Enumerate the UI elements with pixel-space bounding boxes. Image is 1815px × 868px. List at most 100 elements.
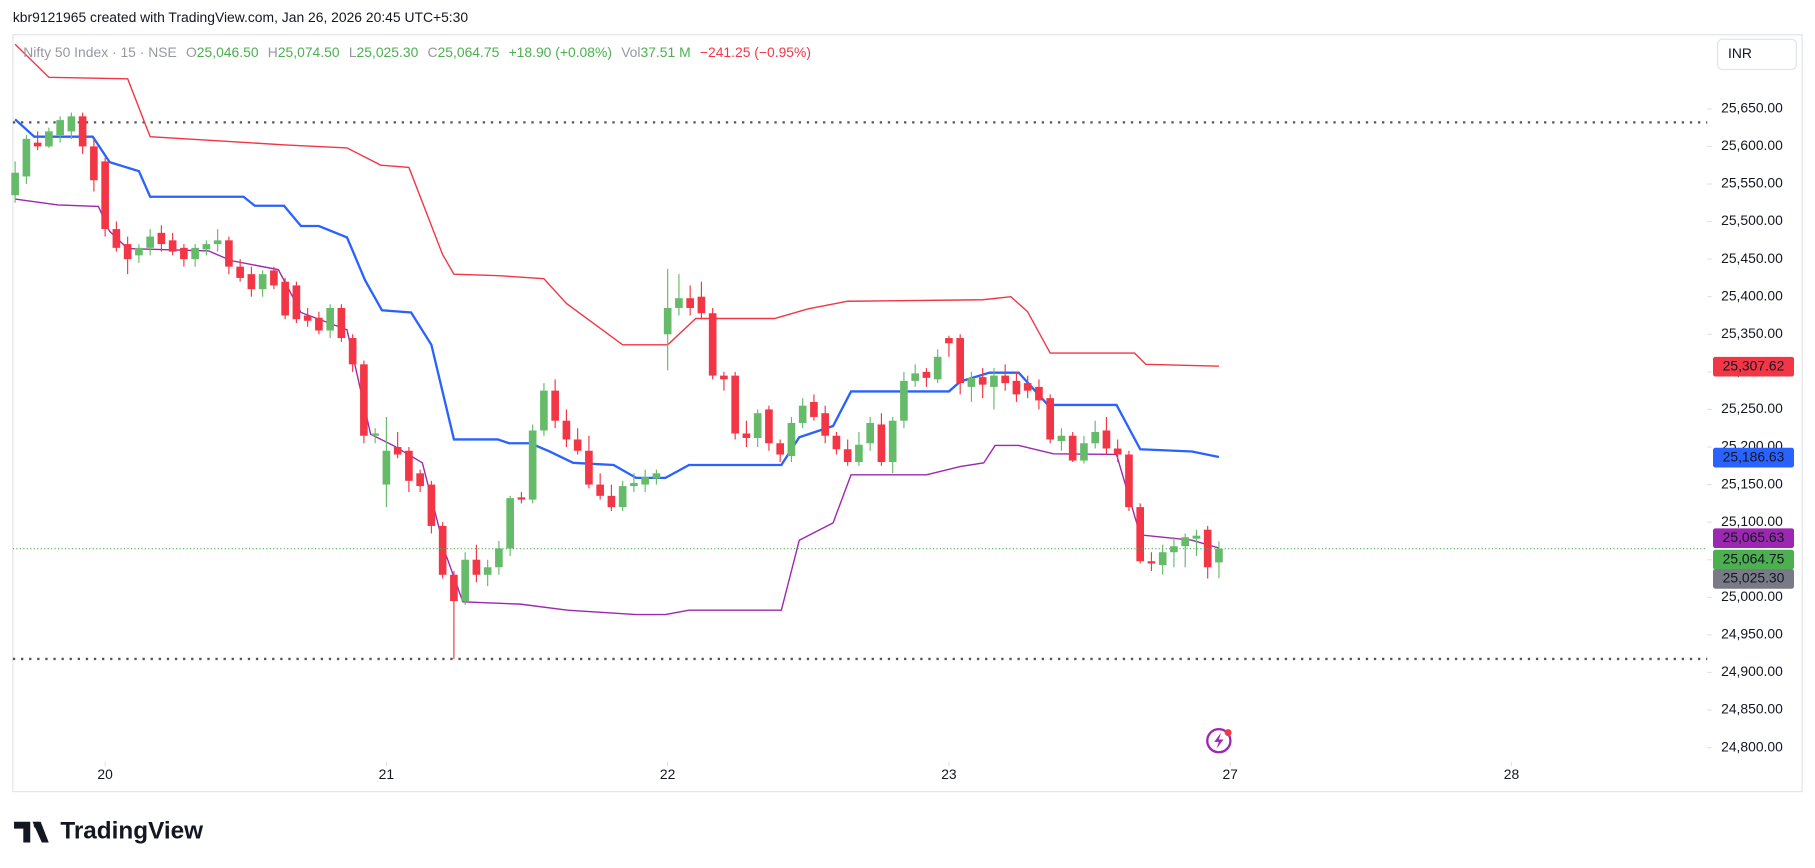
currency-button[interactable]	[1717, 38, 1797, 71]
candle-body	[607, 495, 616, 508]
candle-body	[540, 390, 548, 431]
legend-item: Nifty 50 Index · 15 · NSE	[23, 44, 176, 60]
candle-body	[258, 274, 267, 290]
candle-body	[596, 484, 604, 496]
price-label: 25,065.63	[1723, 529, 1785, 545]
credit: kbr9121965 created with TradingView.com,…	[13, 9, 468, 25]
y-tick-label: 24,950.00	[1721, 626, 1783, 642]
candle-body	[900, 380, 908, 421]
x-tick-label: 27	[1222, 766, 1238, 782]
candle-body	[213, 240, 222, 245]
currency[interactable]: INR	[1728, 45, 1752, 61]
candle-body	[495, 548, 503, 568]
candle-body	[247, 274, 256, 290]
candle-body	[562, 420, 571, 440]
candle-body	[101, 161, 109, 230]
candle-body	[753, 413, 762, 438]
candle-body	[78, 116, 87, 147]
price-label: 25,025.30	[1723, 570, 1785, 586]
candle-body	[877, 424, 886, 463]
candle-body	[843, 449, 852, 463]
candle-body	[1046, 398, 1055, 440]
candle-body	[112, 229, 121, 248]
brand-logo	[14, 821, 49, 843]
candle-body	[675, 298, 683, 308]
y-tick-label: 25,100.00	[1721, 513, 1783, 529]
candle-body	[652, 473, 661, 479]
x-tick-label: 28	[1504, 766, 1520, 782]
y-tick-label: 25,500.00	[1721, 212, 1783, 228]
price-label-box	[1713, 528, 1795, 548]
candle-body	[123, 244, 132, 260]
candle-body	[956, 338, 964, 384]
candle-body	[866, 422, 874, 444]
y-tick-label: 24,850.00	[1721, 701, 1783, 717]
price-label: 25,064.75	[1723, 550, 1785, 566]
legend-item: +18.90 (+0.08%)	[509, 44, 612, 60]
candle-body	[168, 240, 177, 252]
candle-body	[1035, 386, 1043, 401]
candle-body	[1012, 380, 1021, 395]
candle-body	[303, 315, 312, 321]
candle-body	[528, 430, 537, 500]
candle-body	[281, 281, 289, 316]
y-tick-label: 24,900.00	[1721, 663, 1783, 679]
candle-body	[1192, 535, 1201, 539]
candle-body	[33, 142, 42, 147]
candle-body	[405, 450, 413, 481]
brand-name: TradingView	[60, 818, 203, 845]
candle-body	[1080, 443, 1088, 461]
candle-body	[360, 364, 368, 436]
candle-body	[1215, 548, 1223, 563]
candle-body	[720, 375, 728, 380]
candle-body	[1102, 430, 1111, 449]
candle-body	[393, 447, 402, 455]
candle-body	[551, 390, 559, 421]
candle-body	[348, 338, 357, 365]
candle-body	[697, 296, 706, 314]
candle-body	[1113, 448, 1122, 455]
candle-body	[776, 443, 784, 455]
candle-body	[945, 338, 953, 344]
legend-item: C	[428, 44, 438, 60]
candle-body	[708, 313, 717, 376]
legend-item: 37.51 M	[641, 44, 691, 60]
candle-body	[1068, 435, 1077, 461]
y-tick-label: 25,000.00	[1721, 588, 1783, 604]
candle-body	[157, 232, 166, 245]
candle-body	[911, 373, 919, 381]
x-tick-label: 23	[941, 766, 957, 782]
x-tick-label: 22	[660, 766, 676, 782]
candle-body	[787, 422, 796, 457]
candle-body	[1125, 454, 1133, 508]
candle-body	[90, 146, 98, 181]
candle-body	[1023, 383, 1032, 391]
candle-body	[472, 559, 481, 575]
candle-body	[641, 477, 649, 485]
legend-item: 25,046.50	[197, 44, 259, 60]
candle-body	[326, 307, 334, 331]
candle-body	[450, 574, 458, 602]
candle-body	[45, 131, 53, 147]
candle-body	[517, 497, 526, 500]
price-label: 25,186.63	[1723, 448, 1785, 464]
candle-body	[22, 138, 31, 177]
flash-icon[interactable]	[1206, 727, 1232, 754]
y-tick-label: 24,800.00	[1721, 738, 1783, 754]
y-tick-label: 25,550.00	[1721, 175, 1783, 191]
candle-body	[765, 409, 773, 444]
candle-body	[832, 435, 841, 450]
candle-body	[506, 498, 514, 549]
y-tick-label: 25,650.00	[1721, 99, 1783, 115]
candle-body	[967, 377, 976, 387]
candle-body	[67, 116, 76, 132]
y-tick-label: 25,400.00	[1721, 287, 1783, 303]
legend-item: H	[268, 44, 278, 60]
legend-item: Vol	[621, 44, 640, 60]
candle-body	[191, 247, 199, 260]
indicator-line	[14, 43, 1219, 367]
candle-body	[416, 473, 424, 487]
candle-body	[427, 484, 436, 526]
candle-body	[978, 377, 987, 385]
